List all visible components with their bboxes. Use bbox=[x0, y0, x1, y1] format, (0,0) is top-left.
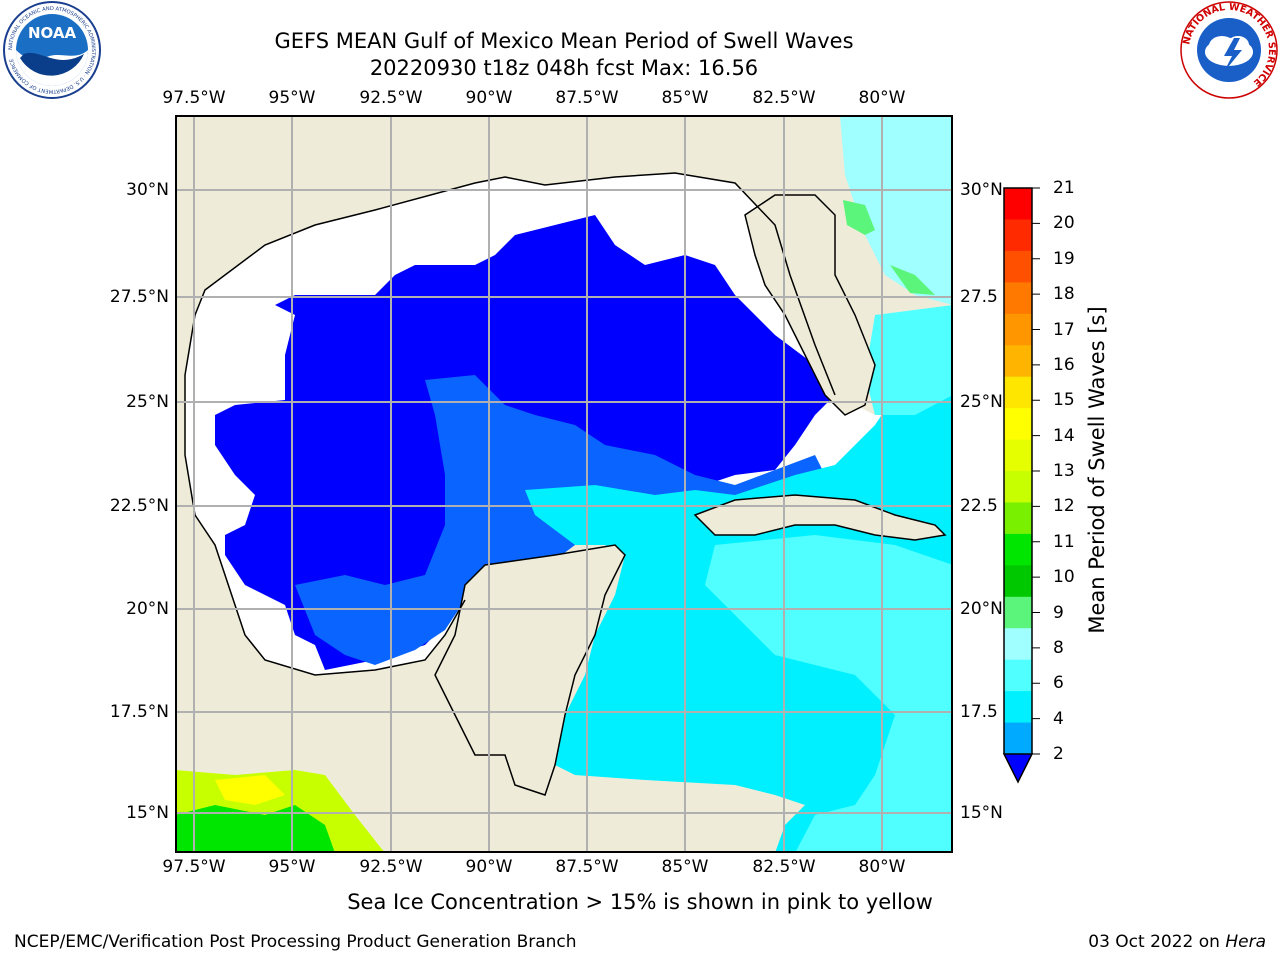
generation-date: 03 Oct 2022 on Hera bbox=[1088, 932, 1266, 952]
colorbar-title: Mean Period of Swell Waves [s] bbox=[1085, 306, 1109, 634]
colorbar-tick-label: 12 bbox=[1053, 496, 1075, 517]
lat-tick-label-right: 30°N bbox=[960, 180, 1003, 200]
colorbar-segment bbox=[1004, 502, 1032, 535]
lat-tick-label-left: 27.5°N bbox=[109, 287, 169, 307]
map-plot bbox=[175, 115, 953, 853]
yucatan-land bbox=[434, 544, 626, 796]
lon-tick-label-bottom: 80°W bbox=[858, 857, 906, 877]
sea-ice-note: Sea Ice Concentration > 15% is shown in … bbox=[347, 890, 933, 914]
swell-period-10-11s-patch bbox=[843, 200, 875, 235]
colorbar-tick-label: 14 bbox=[1053, 425, 1075, 446]
lat-tick-label-right: 20°N bbox=[960, 599, 1003, 619]
colorbar-tick-label: 18 bbox=[1053, 284, 1075, 305]
generation-date-text: 03 Oct 2022 on bbox=[1088, 932, 1226, 952]
producer-credit: NCEP/EMC/Verification Post Processing Pr… bbox=[14, 932, 577, 952]
lon-tick-label-bottom: 87.5°W bbox=[555, 857, 619, 877]
lon-tick-label-bottom: 90°W bbox=[465, 857, 513, 877]
colorbar-segment bbox=[1004, 533, 1032, 566]
colorbar-tick-label: 13 bbox=[1053, 461, 1075, 481]
lon-tick-label-top: 85°W bbox=[661, 88, 709, 108]
colorbar-tick-label: 15 bbox=[1053, 390, 1075, 411]
graticule bbox=[175, 115, 953, 853]
lon-tick-label-bottom: 92.5°W bbox=[359, 857, 423, 877]
lon-tick-label-bottom: 95°W bbox=[268, 857, 316, 877]
swell-period-8-9s-east bbox=[865, 305, 953, 415]
lat-tick-label-left: 30°N bbox=[126, 180, 169, 200]
colorbar-segment bbox=[1004, 250, 1032, 283]
colorbar-segment bbox=[1004, 691, 1032, 724]
colorbar-tick-label: 8 bbox=[1053, 637, 1064, 658]
lon-tick-label-top: 90°W bbox=[465, 88, 513, 108]
colorbar-segment bbox=[1004, 565, 1032, 598]
noaa-logo: NOAA NATIONAL OCEANIC AND ATMOSPHERIC AD… bbox=[3, 1, 101, 99]
pacific-green-patch bbox=[175, 805, 335, 853]
host-name: Hera bbox=[1225, 932, 1266, 952]
colorbar-tick-label: 4 bbox=[1053, 708, 1064, 729]
lon-tick-label-bottom: 97.5°W bbox=[162, 857, 226, 877]
colorbar-segment bbox=[1004, 628, 1032, 661]
colorbar-segment bbox=[1004, 408, 1032, 441]
lat-tick-label-left: 20°N bbox=[126, 599, 169, 619]
lon-tick-label-top: 95°W bbox=[268, 88, 316, 108]
colorbar-tick-label: 20 bbox=[1053, 213, 1075, 234]
lat-tick-label-right: 27.5 bbox=[960, 287, 998, 307]
colorbar-segment bbox=[1004, 219, 1032, 252]
lat-tick-label-left: 15°N bbox=[126, 803, 169, 823]
swell-period-8-9s-patch bbox=[705, 535, 953, 853]
colorbar-segment bbox=[1004, 313, 1032, 346]
map-frame bbox=[175, 115, 953, 853]
lat-tick-label-right: 25°N bbox=[960, 392, 1003, 412]
colorbar-segment bbox=[1004, 188, 1032, 220]
colorbar-tick-label: 21 bbox=[1053, 178, 1075, 198]
colorbar-segment bbox=[1004, 722, 1032, 755]
swell-period-9-10s-atlantic bbox=[840, 115, 953, 305]
lat-tick-label-right: 17.5 bbox=[960, 702, 998, 722]
swell-period-10-11s-patch2 bbox=[890, 265, 935, 295]
lat-tick-label-left: 25°N bbox=[126, 392, 169, 412]
lon-tick-label-top: 82.5°W bbox=[752, 88, 816, 108]
colorbar-tick-label: 19 bbox=[1053, 248, 1075, 269]
colorbar-segment bbox=[1004, 345, 1032, 378]
lon-tick-label-top: 87.5°W bbox=[555, 88, 619, 108]
colorbar-segment bbox=[1004, 471, 1032, 503]
lat-tick-label-left: 22.5°N bbox=[109, 496, 169, 516]
svg-text:NOAA: NOAA bbox=[28, 24, 77, 42]
colorbar bbox=[1002, 187, 1040, 784]
colorbar-segment bbox=[1004, 282, 1032, 315]
nws-logo: NATIONAL WEATHER SERVICE bbox=[1180, 1, 1278, 99]
colorbar-segment bbox=[1004, 439, 1032, 472]
florida-land bbox=[744, 194, 876, 416]
map-title: GEFS MEAN Gulf of Mexico Mean Period of … bbox=[274, 29, 854, 53]
colorbar-tick-label: 9 bbox=[1053, 602, 1064, 623]
colorbar-extend-arrow bbox=[1002, 753, 1034, 784]
colorbar-segment bbox=[1004, 376, 1032, 409]
pacific-yellow-patch bbox=[215, 775, 285, 805]
lat-tick-label-right: 15°N bbox=[960, 803, 1003, 823]
lon-tick-label-bottom: 85°W bbox=[661, 857, 709, 877]
colorbar-tick-label: 17 bbox=[1053, 319, 1075, 340]
lat-tick-label-left: 17.5°N bbox=[109, 702, 169, 722]
colorbar-tick-label: 16 bbox=[1053, 354, 1075, 375]
lon-tick-label-top: 92.5°W bbox=[359, 88, 423, 108]
map-subtitle: 20220930 t18z 048h fcst Max: 16.56 bbox=[369, 56, 759, 80]
colorbar-tick-label: 11 bbox=[1053, 531, 1075, 552]
colorbar-tick-label: 6 bbox=[1053, 673, 1064, 694]
colorbar-tick-label: 2 bbox=[1053, 744, 1064, 764]
colorbar-segment bbox=[1004, 659, 1032, 692]
lat-tick-label-right: 22.5 bbox=[960, 496, 998, 516]
lon-tick-label-bottom: 82.5°W bbox=[752, 857, 816, 877]
colorbar-segment bbox=[1004, 596, 1032, 629]
lon-tick-label-top: 97.5°W bbox=[162, 88, 226, 108]
lon-tick-label-top: 80°W bbox=[858, 88, 906, 108]
colorbar-tick-label: 10 bbox=[1053, 567, 1075, 588]
